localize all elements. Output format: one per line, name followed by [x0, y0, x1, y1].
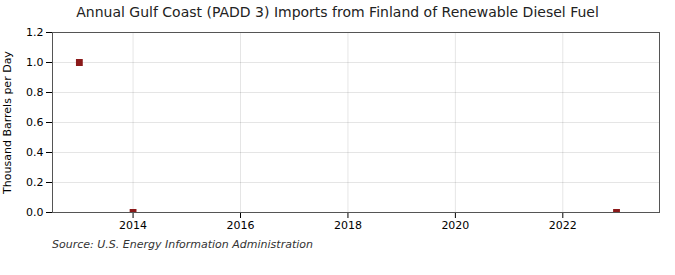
html-text:Source: U.S. Energy Informatio: Source: U.S. Energy Information Administ… [52, 238, 313, 251]
svg-text:2018: 2018 [334, 219, 362, 232]
svg-text:1.0: 1.0 [26, 56, 44, 69]
svg-text:0.0: 0.0 [26, 206, 44, 219]
svg-text:Thousand Barrels per Day: Thousand Barrels per Day [1, 51, 14, 195]
svg-text:0.8: 0.8 [26, 86, 44, 99]
svg-text:2016: 2016 [227, 219, 255, 232]
svg-text:1.2: 1.2 [26, 26, 44, 39]
svg-text:2014: 2014 [119, 219, 147, 232]
svg-text:2020: 2020 [441, 219, 469, 232]
svg-text:0.4: 0.4 [26, 146, 44, 159]
svg-text:0.2: 0.2 [26, 176, 44, 189]
svg-text:0.6: 0.6 [26, 116, 44, 129]
html-text:Annual Gulf Coast (PADD 3) Imp: Annual Gulf Coast (PADD 3) Imports from … [76, 4, 599, 20]
svg-text:2022: 2022 [549, 219, 577, 232]
